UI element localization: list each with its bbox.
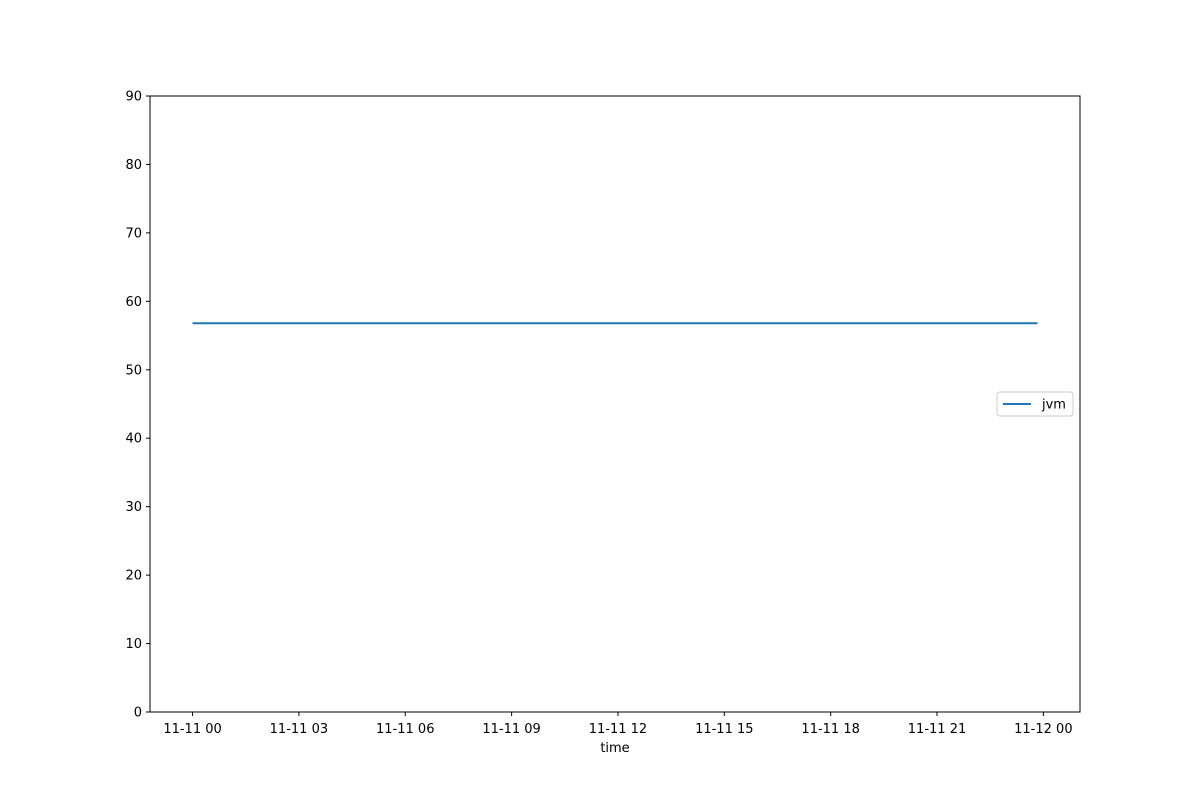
legend: jvm — [996, 391, 1074, 417]
y-tick-label: 40 — [125, 432, 142, 447]
x-tick-label: 11-11 03 — [270, 722, 328, 737]
x-tick-label: 11-11 09 — [482, 722, 540, 737]
y-tick-label: 90 — [125, 90, 142, 105]
y-tick-label: 50 — [125, 363, 142, 378]
y-tick-label: 0 — [134, 706, 142, 721]
x-axis: 11-11 00 11-11 03 11-11 06 11-11 09 11-11 12… — [163, 712, 1073, 737]
x-tick-label: 11-11 00 — [163, 722, 221, 737]
y-tick-label: 70 — [125, 226, 142, 241]
y-tick-label: 30 — [125, 500, 142, 515]
x-tick-label: 11-11 15 — [695, 722, 753, 737]
y-tick-label: 20 — [125, 569, 142, 584]
x-tick-label: 11-11 18 — [801, 722, 859, 737]
x-tick-label: 11-11 06 — [376, 722, 434, 737]
y-tick-label: 10 — [125, 637, 142, 652]
x-axis-label: time — [600, 741, 629, 756]
x-tick-label: 11-11 21 — [908, 722, 966, 737]
y-axis: 0 10 20 30 40 50 60 70 80 90 — [125, 90, 150, 721]
y-tick-label: 60 — [125, 295, 142, 310]
plot-area — [149, 95, 1081, 713]
y-tick-label: 80 — [125, 158, 142, 173]
plot-frame — [149, 95, 1081, 713]
x-tick-label: 11-12 00 — [1014, 722, 1072, 737]
x-tick-label: 11-11 12 — [589, 722, 647, 737]
legend-label: jvm — [1041, 398, 1066, 413]
legend-box — [996, 391, 1074, 417]
